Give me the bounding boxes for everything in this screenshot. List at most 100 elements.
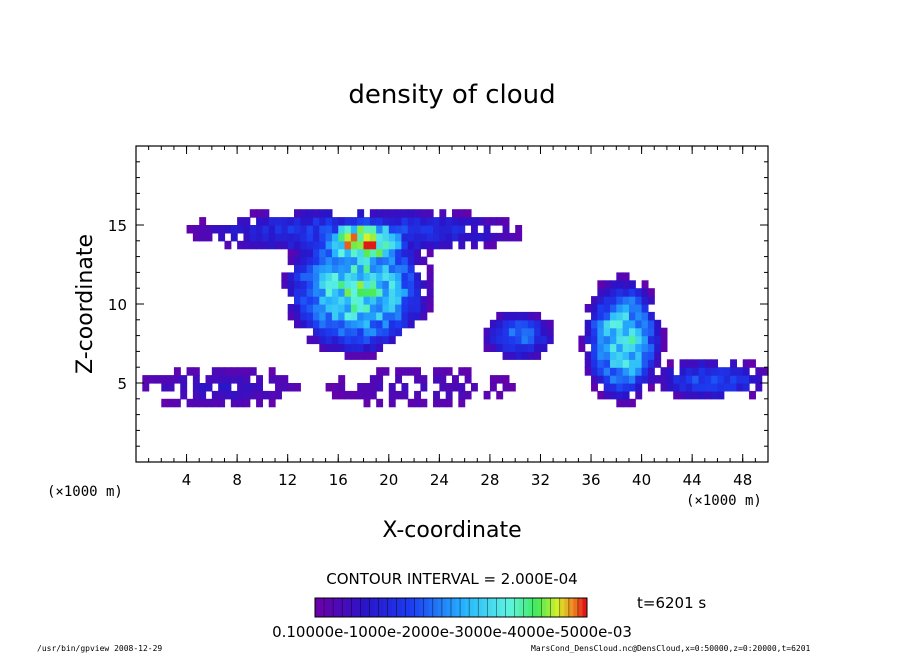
field-cell bbox=[502, 232, 510, 242]
field-cell bbox=[344, 272, 352, 281]
field-cell bbox=[312, 272, 320, 281]
field-cell bbox=[325, 217, 333, 226]
x-tick-label: 28 bbox=[480, 471, 499, 489]
field-cell bbox=[603, 327, 611, 337]
field-cell bbox=[350, 351, 358, 360]
field-cell bbox=[312, 232, 320, 242]
field-cell bbox=[414, 311, 421, 321]
field-cell bbox=[660, 383, 668, 392]
field-cell bbox=[218, 383, 226, 392]
field-cell bbox=[489, 240, 497, 250]
field-cell bbox=[199, 225, 207, 234]
field-cell bbox=[470, 240, 478, 250]
field-cell bbox=[357, 311, 365, 321]
field-cell bbox=[357, 327, 365, 337]
field-cell bbox=[192, 398, 200, 408]
field-cell bbox=[679, 383, 687, 392]
field-cell bbox=[205, 225, 213, 234]
field-cell bbox=[287, 217, 295, 226]
field-cell bbox=[281, 280, 289, 289]
field-cell bbox=[338, 296, 346, 305]
field-cell bbox=[363, 280, 371, 289]
y-tick-label: 15 bbox=[108, 217, 127, 235]
field-cell bbox=[338, 225, 346, 234]
field-cell bbox=[610, 351, 617, 360]
field-cell bbox=[268, 375, 276, 384]
field-cell bbox=[445, 225, 453, 234]
field-cell bbox=[331, 248, 339, 258]
field-cell bbox=[597, 390, 605, 400]
field-cell bbox=[363, 311, 371, 321]
field-cell bbox=[616, 351, 624, 360]
field-cell bbox=[294, 225, 301, 234]
field-cell bbox=[426, 280, 434, 289]
field-cell bbox=[496, 319, 504, 329]
field-cell bbox=[287, 232, 295, 242]
field-cell bbox=[357, 335, 365, 345]
field-cell bbox=[489, 343, 497, 352]
field-cell bbox=[749, 375, 756, 384]
field-cell bbox=[363, 390, 371, 400]
field-cell bbox=[603, 304, 611, 313]
field-cell bbox=[464, 367, 472, 376]
field-cell bbox=[647, 296, 655, 305]
field-cell bbox=[508, 319, 516, 329]
field-cell bbox=[534, 335, 542, 345]
x-tick-label: 32 bbox=[531, 471, 550, 489]
field-cell bbox=[281, 272, 289, 281]
field-cell bbox=[344, 343, 352, 352]
field-cell bbox=[218, 398, 226, 408]
colorbar-segment bbox=[546, 598, 552, 617]
field-cell bbox=[527, 335, 535, 345]
field-cell bbox=[205, 398, 213, 408]
field-cell bbox=[685, 367, 693, 376]
field-cell bbox=[376, 375, 384, 384]
field-cell bbox=[610, 288, 617, 297]
field-cell bbox=[635, 288, 643, 297]
field-cell bbox=[281, 375, 289, 384]
field-cell bbox=[502, 319, 510, 329]
colorbar-segment bbox=[437, 598, 443, 617]
colorbar-segment bbox=[559, 598, 565, 617]
colorbar-segment bbox=[500, 598, 506, 617]
field-cell bbox=[369, 327, 377, 337]
field-cell bbox=[610, 296, 617, 305]
field-cell bbox=[654, 335, 662, 345]
field-cell bbox=[142, 375, 150, 384]
field-cell bbox=[515, 351, 523, 360]
field-cell bbox=[369, 390, 377, 400]
field-cell bbox=[597, 335, 605, 345]
field-cell bbox=[641, 351, 649, 360]
field-cell bbox=[306, 256, 314, 266]
field-cell bbox=[388, 311, 396, 321]
field-cell bbox=[344, 256, 352, 266]
field-cell bbox=[357, 256, 365, 266]
field-cell bbox=[325, 280, 333, 289]
field-cell bbox=[395, 375, 403, 384]
field-cell bbox=[584, 367, 592, 376]
field-cell bbox=[464, 232, 472, 242]
field-cell bbox=[243, 375, 251, 384]
field-cell bbox=[395, 390, 403, 400]
field-cell bbox=[610, 367, 617, 376]
field-cell bbox=[300, 296, 308, 305]
field-cell bbox=[717, 375, 725, 384]
colorbar bbox=[314, 597, 588, 618]
field-cell bbox=[628, 335, 636, 345]
field-cell bbox=[268, 232, 276, 242]
field-cell bbox=[717, 390, 725, 400]
field-cell bbox=[154, 375, 162, 384]
field-cell bbox=[306, 288, 314, 297]
field-cell bbox=[407, 264, 415, 273]
field-cell bbox=[382, 217, 390, 226]
field-cell bbox=[458, 225, 466, 234]
y-tick-label: 10 bbox=[108, 296, 127, 314]
field-cell bbox=[294, 288, 301, 297]
field-cell bbox=[319, 272, 327, 281]
field-cell bbox=[331, 272, 339, 281]
colorbar-segment bbox=[528, 598, 533, 617]
field-cell bbox=[331, 264, 339, 273]
field-cell bbox=[249, 390, 257, 400]
field-cell bbox=[287, 225, 295, 234]
